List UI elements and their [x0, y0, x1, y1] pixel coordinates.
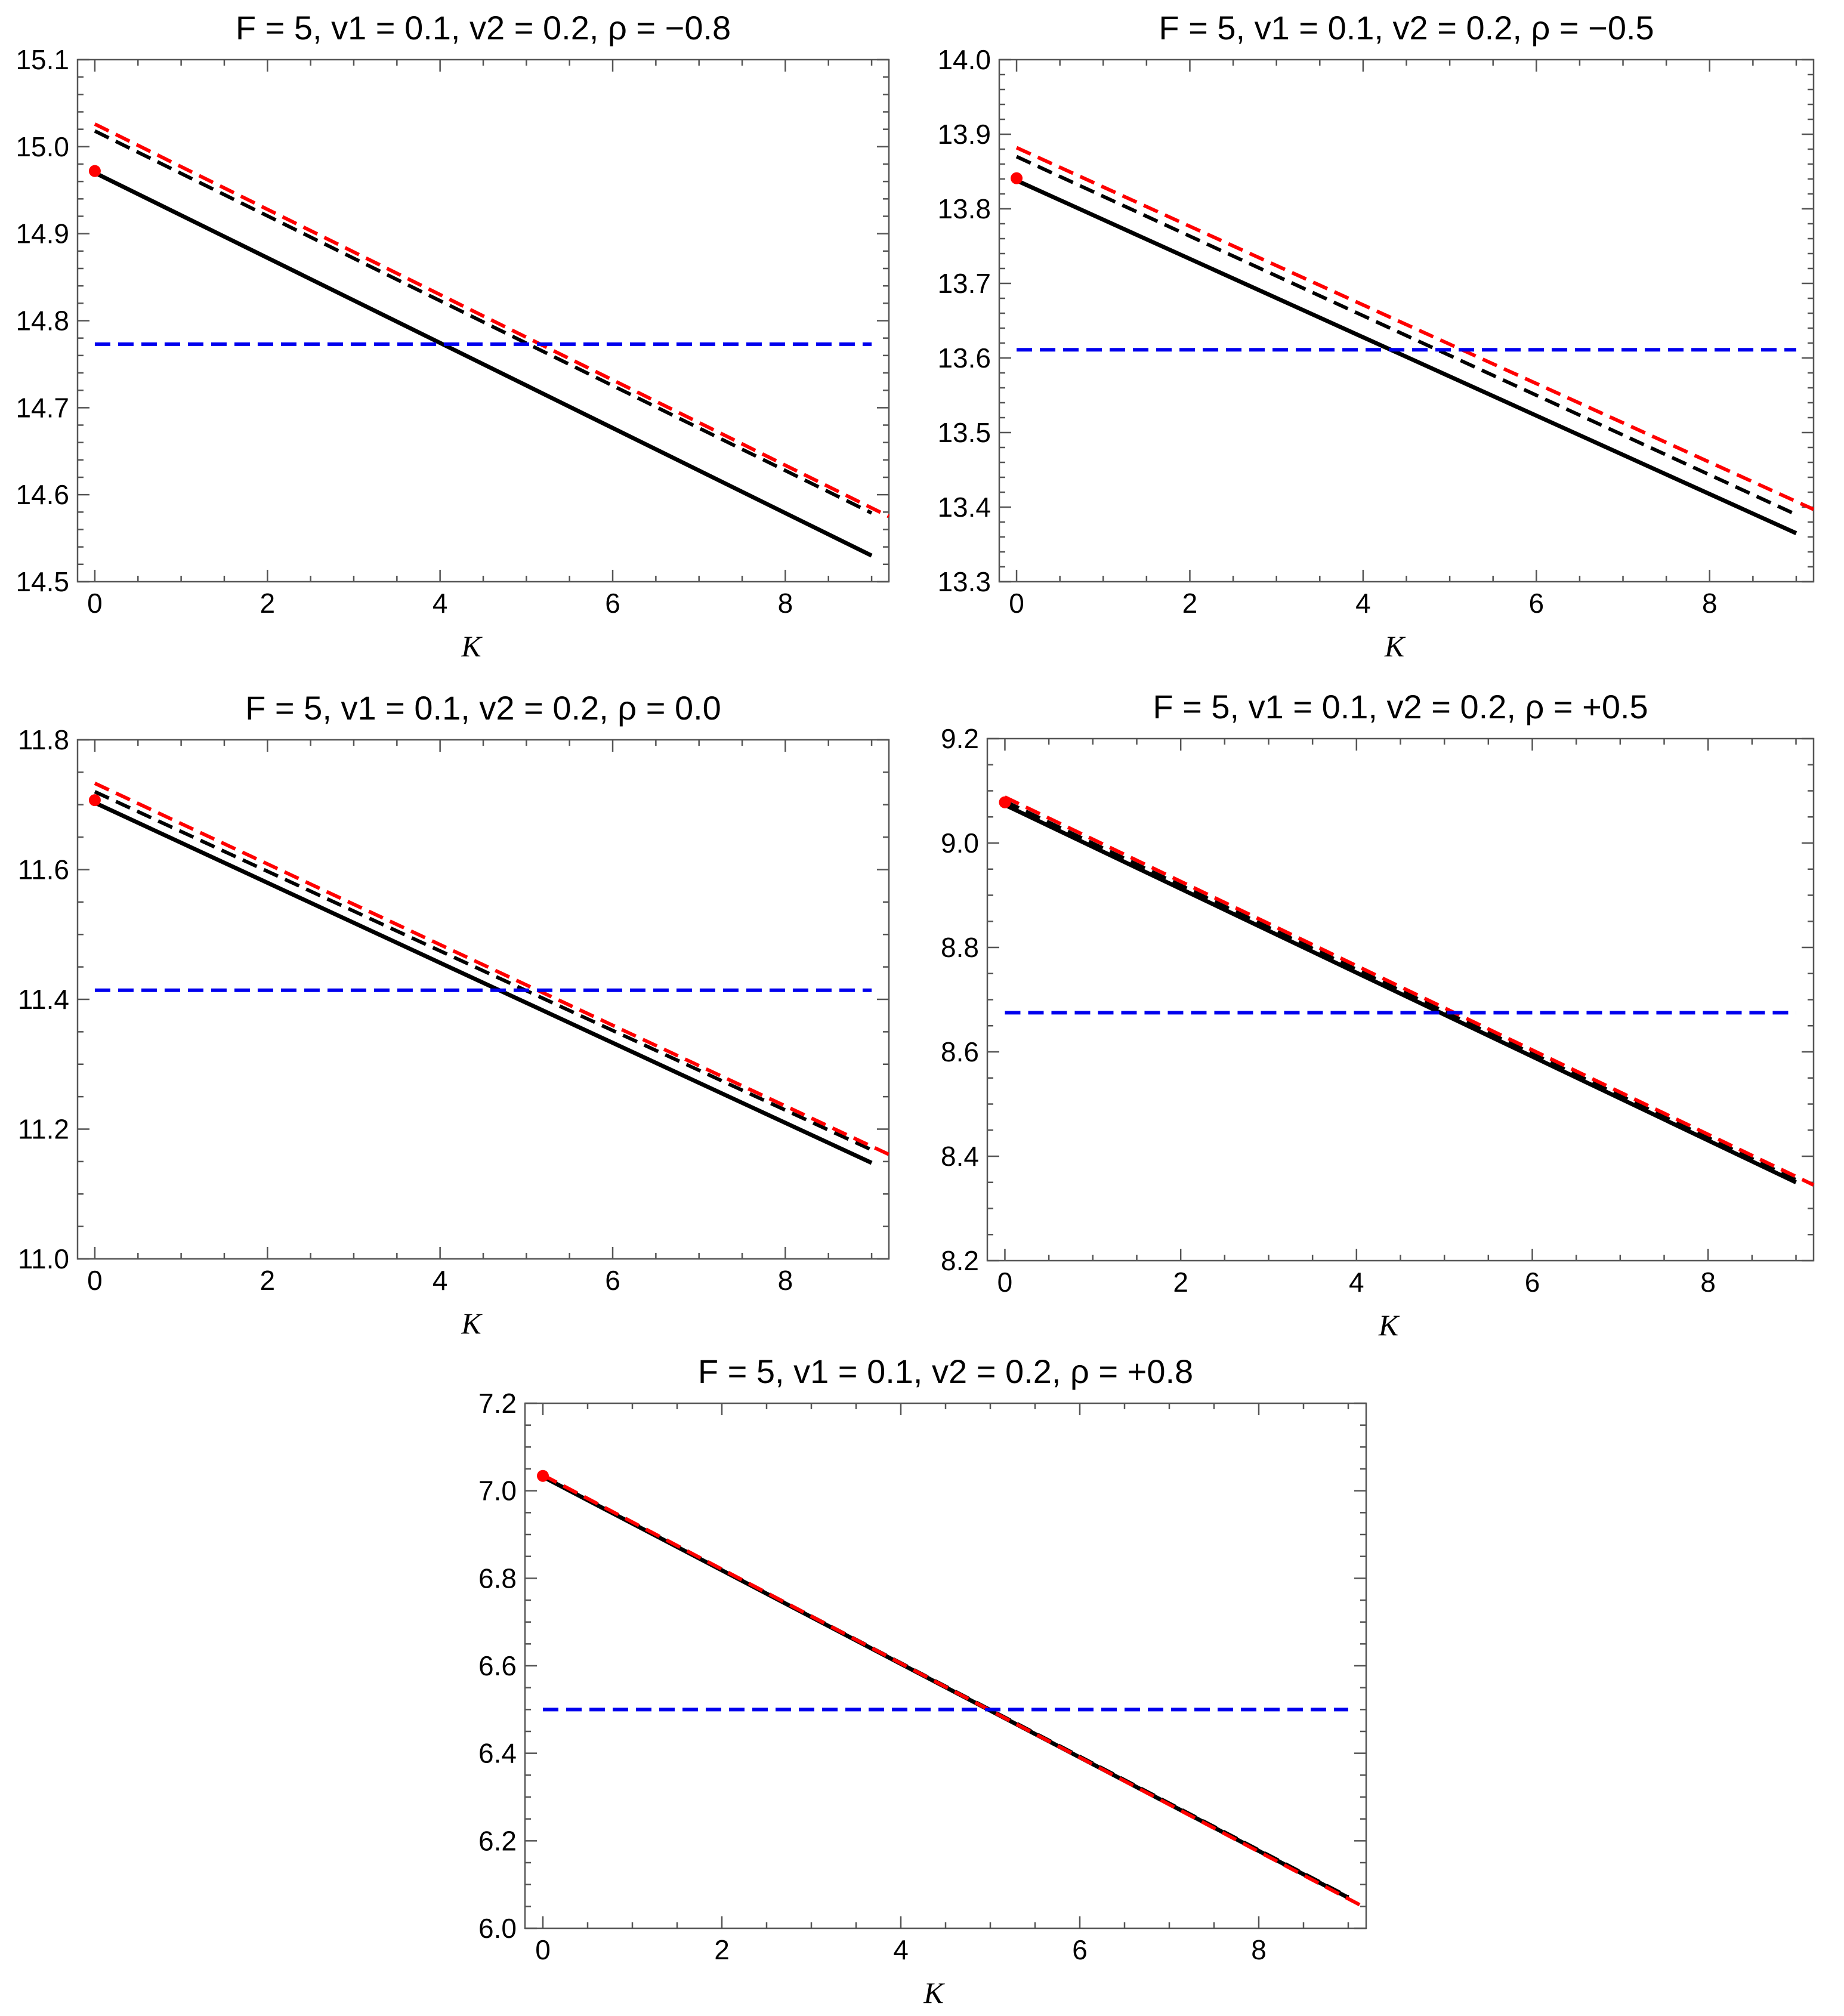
y-tick-label: 15.1 [16, 44, 69, 75]
series-line-red-dashed [1004, 795, 1815, 1187]
data-point [999, 796, 1011, 808]
x-tick-label: 2 [260, 588, 276, 619]
series-line-black-solid [94, 801, 873, 1165]
y-tick-label: 6.0 [478, 1913, 517, 1944]
y-tick-label: 13.4 [937, 492, 991, 523]
x-tick-label: 8 [778, 1265, 793, 1296]
x-axis-label: K [1384, 629, 1406, 663]
y-tick-label: 11.2 [18, 1114, 69, 1145]
x-tick-label: 8 [1251, 1934, 1267, 1965]
y-tick-label: 8.6 [941, 1036, 979, 1067]
y-tick-label: 14.0 [937, 44, 991, 75]
x-axis-label: K [461, 1307, 483, 1340]
data-point [1011, 172, 1023, 184]
x-tick-label: 4 [433, 588, 448, 619]
chart-title: F = 5, v1 = 0.1, v2 = 0.2, ρ = −0.5 [1159, 9, 1654, 47]
y-tick-label: 8.8 [941, 932, 979, 963]
y-tick-label: 13.6 [937, 342, 991, 373]
x-tick-label: 0 [997, 1267, 1013, 1298]
x-tick-label: 6 [605, 588, 620, 619]
y-tick-label: 6.4 [478, 1738, 517, 1769]
y-tick-label: 11.6 [18, 854, 69, 885]
series-line-black-dashed [1015, 155, 1797, 517]
chart-panel-4: F = 5, v1 = 0.1, v2 = 0.2, ρ = +0.5 0 2 4 6 8… [941, 688, 1815, 1342]
y-tick-label: 9.2 [941, 723, 979, 754]
x-tick-label: 6 [1072, 1934, 1088, 1965]
series-line-red-dashed [94, 782, 890, 1156]
chart-panel-3: F = 5, v1 = 0.1, v2 = 0.2, ρ = 0.0 0 2 4 6 8 1… [18, 689, 890, 1340]
x-tick-label: 2 [714, 1934, 730, 1965]
y-tick-label: 9.0 [941, 828, 979, 859]
y-tick-label: 14.7 [16, 392, 69, 423]
y-tick-label: 7.0 [478, 1475, 517, 1506]
y-tick-label: 13.7 [937, 268, 991, 299]
x-axis-label: K [1378, 1308, 1400, 1342]
y-tick-label: 14.8 [16, 305, 69, 336]
y-tick-label: 11.4 [18, 984, 69, 1015]
y-tick-label: 6.2 [478, 1825, 517, 1856]
x-tick-label: 0 [87, 1265, 103, 1296]
x-tick-label: 6 [605, 1265, 620, 1296]
series-line-black-solid [94, 171, 873, 558]
chart-title: F = 5, v1 = 0.1, v2 = 0.2, ρ = +0.5 [1153, 688, 1648, 725]
chart-title: F = 5, v1 = 0.1, v2 = 0.2, ρ = +0.8 [698, 1353, 1193, 1390]
x-tick-label: 0 [87, 588, 103, 619]
y-tick-label: 14.9 [16, 218, 69, 249]
x-tick-label: 4 [1349, 1267, 1364, 1298]
y-tick-label: 6.6 [478, 1650, 517, 1681]
y-tick-label: 13.8 [937, 193, 991, 224]
y-tick-label: 14.6 [16, 479, 69, 510]
x-tick-label: 2 [1173, 1267, 1188, 1298]
data-point [537, 1469, 549, 1482]
y-tick-label: 6.8 [478, 1563, 517, 1594]
y-tick-label: 11.8 [18, 724, 69, 755]
y-tick-label: 13.9 [937, 119, 991, 150]
series-line-black-dashed [1004, 799, 1797, 1182]
x-axis-label: K [923, 1976, 945, 2009]
x-tick-label: 8 [1702, 588, 1718, 619]
chart-title: F = 5, v1 = 0.1, v2 = 0.2, ρ = −0.8 [236, 9, 731, 47]
y-tick-label: 14.5 [16, 566, 69, 597]
y-tick-label: 8.2 [941, 1245, 979, 1276]
x-tick-label: 2 [1182, 588, 1198, 619]
x-axis-label: K [461, 629, 483, 663]
chart-title: F = 5, v1 = 0.1, v2 = 0.2, ρ = 0.0 [245, 689, 721, 727]
x-tick-label: 4 [433, 1265, 448, 1296]
y-tick-label: 13.3 [937, 566, 991, 597]
x-tick-label: 6 [1525, 1267, 1540, 1298]
x-tick-label: 8 [778, 588, 793, 619]
series-line-red-dashed [94, 122, 890, 518]
x-tick-label: 4 [1355, 588, 1371, 619]
data-point [88, 794, 101, 807]
x-tick-label: 4 [893, 1934, 909, 1965]
x-tick-label: 8 [1700, 1267, 1716, 1298]
x-tick-label: 6 [1529, 588, 1545, 619]
y-tick-label: 7.2 [478, 1388, 517, 1419]
series-line-black-dashed [94, 129, 873, 515]
series-line-red-dashed [542, 1473, 1367, 1910]
y-tick-label: 13.5 [937, 417, 991, 448]
chart-panel-2: F = 5, v1 = 0.1, v2 = 0.2, ρ = −0.5 0 2 4 6 8… [937, 9, 1815, 663]
series-line-red-dashed [1015, 146, 1815, 511]
series-line-black-solid [1015, 178, 1797, 535]
x-tick-label: 0 [1009, 588, 1024, 619]
chart-panel-1: F = 5, v1 = 0.1, v2 = 0.2, ρ = −0.8 0 2 4 6 8… [16, 9, 890, 663]
y-tick-label: 15.0 [16, 131, 69, 162]
series-line-black-solid [1003, 802, 1797, 1184]
series-line-black-dashed [94, 790, 873, 1152]
data-point [88, 165, 101, 177]
y-tick-label: 8.4 [941, 1141, 979, 1172]
chart-panel-5: F = 5, v1 = 0.1, v2 = 0.2, ρ = +0.8 0 2 4 6 8… [478, 1353, 1367, 2009]
x-tick-label: 0 [535, 1934, 551, 1965]
y-tick-label: 11.0 [18, 1243, 69, 1274]
x-tick-label: 2 [260, 1265, 276, 1296]
